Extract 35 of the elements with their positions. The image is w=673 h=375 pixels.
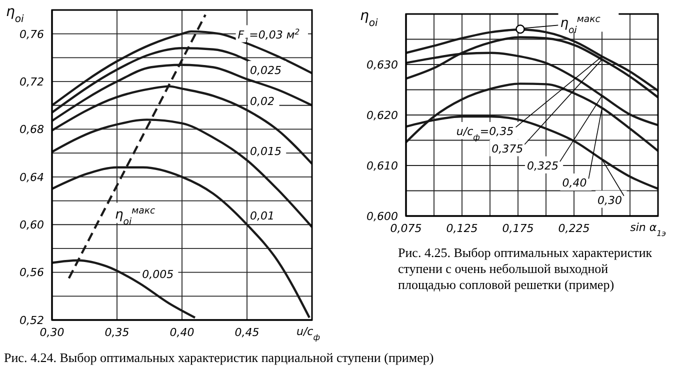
x-axis-title: sin α$_{1э}$ — [630, 221, 666, 238]
x-tick-label: 0,30 — [40, 326, 64, 339]
text: u/c$_{ф}$=0,35 — [456, 125, 514, 142]
y-axis-title: η$_{oi}$ — [6, 4, 24, 24]
x-tick-label: 0,075 — [390, 222, 422, 235]
y-tick-label: 0,64 — [20, 170, 44, 184]
x-axis-title: u/c$_{ф}$ — [296, 325, 320, 342]
x-tick-label: 0,175 — [502, 222, 534, 235]
y-tick-label: 0,56 — [20, 266, 44, 280]
y-axis-title: η$_{oi}$ — [360, 8, 378, 28]
x-tick-label: 0,35 — [104, 326, 130, 339]
y-tick-label: 0,60 — [20, 218, 44, 232]
text: 0,375 — [492, 142, 524, 156]
y-tick-label: 0,620 — [366, 108, 398, 122]
series-label: 0,01 — [250, 210, 274, 223]
y-tick-label: 0,68 — [20, 123, 44, 136]
text: Рис. 4.25. Выбор оптимальных характеристик ступени с очень небольшой выходной площадью сопловой решетки (пример) — [398, 245, 654, 293]
x-tick-label: 0,125 — [446, 222, 478, 235]
x-tick-label: 0,45 — [234, 326, 260, 339]
series-label: 0,30 — [598, 194, 622, 207]
x-tick-label: 0,225 — [558, 222, 590, 235]
series-label: 0,015 — [250, 145, 282, 158]
x-tick-label: 0,40 — [170, 326, 194, 339]
text: Рис. 4.24. Выбор оптимальных характеристик парциальной ступени (пример) — [4, 350, 435, 366]
series-label: 0,02 — [250, 95, 274, 108]
y-tick-label: 0,610 — [366, 159, 398, 172]
text: 0,325 — [526, 160, 558, 173]
y-tick-label: 0,72 — [20, 75, 44, 88]
series-label: 0,025 — [250, 64, 282, 78]
text: 0,40 — [562, 176, 587, 190]
series-label: 0,005 — [142, 268, 174, 282]
y-tick-label: 0,630 — [366, 58, 398, 72]
y-tick-label: 0,600 — [366, 210, 398, 223]
y-tick-label: 0,52 — [20, 314, 44, 327]
y-tick-label: 0,76 — [20, 28, 44, 41]
